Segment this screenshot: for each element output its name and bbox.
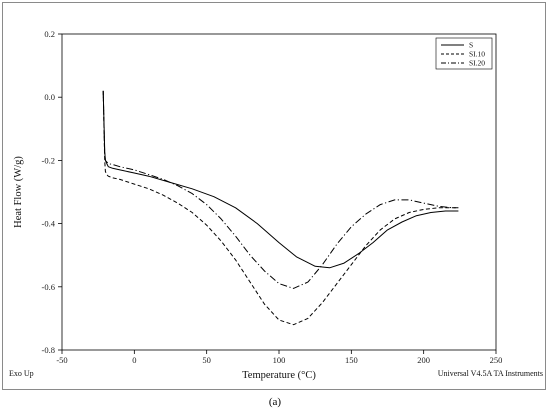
x-tick-label: 0: [132, 355, 136, 365]
legend-label: SI.10: [469, 50, 485, 59]
legend-label: S: [469, 41, 473, 50]
dsc-chart: 0.2 0.0 -0.2 -0.4 -0.6 -0.8 -50 0 50 100 150 200 25…: [9, 29, 543, 381]
x-tick-label: -50: [56, 355, 67, 365]
x-axis-label: Temperature (°C): [242, 370, 316, 381]
y-tick-label: -0.4: [42, 219, 56, 229]
x-tick-label: 200: [417, 355, 430, 365]
x-tick-label: 250: [490, 355, 503, 365]
y-axis-label: Heat Flow (W/g): [13, 156, 24, 228]
instrument-note: Universal V4.5A TA Instruments: [438, 369, 543, 378]
y-tick-label: -0.2: [42, 155, 55, 165]
y-tick-label: -0.6: [42, 282, 55, 292]
legend-label: SI.20: [469, 59, 485, 68]
chart-frame: 0.2 0.0 -0.2 -0.4 -0.6 -0.8 -50 0 50 100 150 200 25…: [2, 2, 546, 390]
series-lines: [102, 90, 459, 326]
exo-up-note: Exo Up: [9, 369, 34, 378]
x-tick-label: 150: [345, 355, 358, 365]
y-axis: 0.2 0.0 -0.2 -0.4 -0.6 -0.8: [42, 29, 62, 355]
plot-area: [61, 33, 497, 351]
x-tick-label: 100: [273, 355, 286, 365]
y-tick-label: 0.0: [44, 92, 55, 102]
figure-caption: (a): [268, 396, 282, 408]
series-line-si10: [102, 90, 459, 326]
x-tick-label: 50: [202, 355, 211, 365]
x-axis: -50 0 50 100 150 200 250: [56, 350, 502, 365]
series-line-s: [102, 90, 459, 269]
series-line-si20: [102, 90, 459, 289]
y-tick-label: -0.8: [42, 345, 55, 355]
y-tick-label: 0.2: [44, 29, 55, 39]
